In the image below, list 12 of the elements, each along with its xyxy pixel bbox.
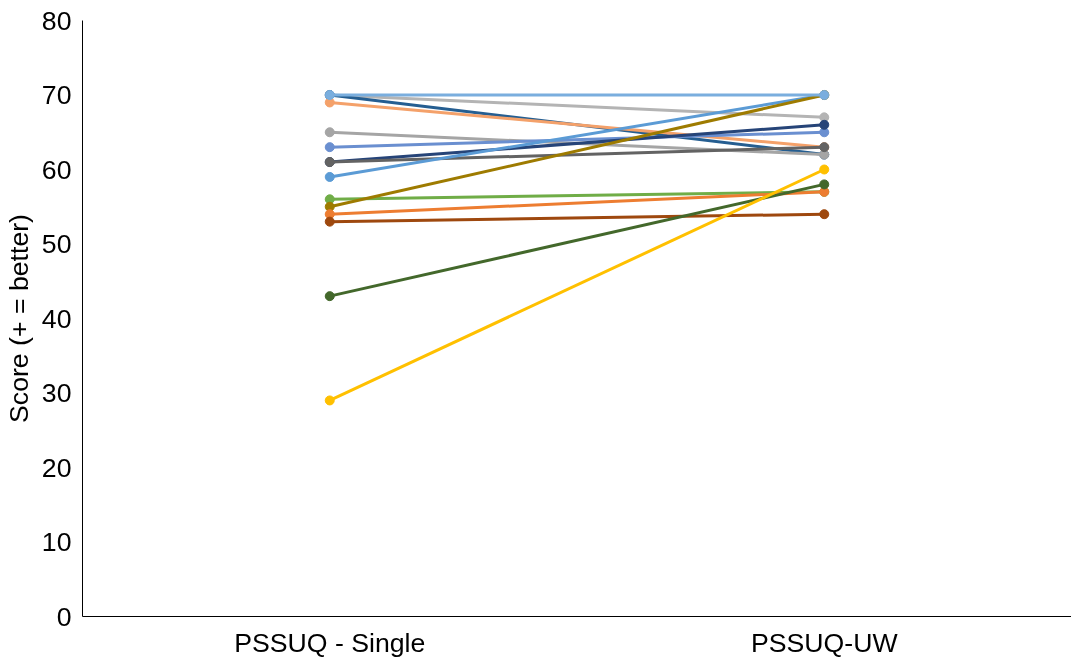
x-tick-label: PSSUQ - Single: [234, 627, 426, 658]
y-tick-label: 10: [41, 527, 72, 557]
y-tick-label: 70: [41, 80, 72, 110]
y-axis-title: Score (+ = better): [3, 214, 34, 423]
y-tick-label: 80: [41, 5, 72, 36]
x-tick-label: PSSUQ-UW: [750, 627, 899, 658]
y-tick-label: 40: [41, 303, 72, 334]
y-tick-label: 50: [41, 229, 72, 259]
y-tick-label: 20: [41, 452, 72, 483]
y-tick-label: 30: [41, 378, 72, 408]
y-tick-label: 0: [56, 601, 72, 632]
y-tick-label: 60: [41, 154, 72, 185]
